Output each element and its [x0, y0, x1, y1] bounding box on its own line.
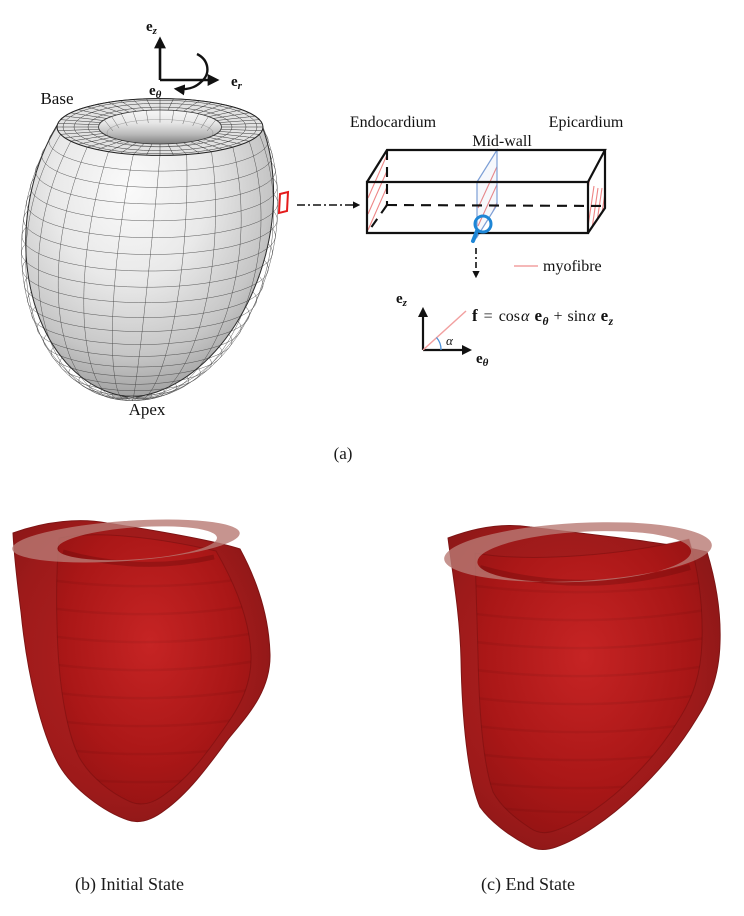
caption-c: (c) End State [481, 874, 575, 894]
fiber-ez-label: ez [396, 291, 408, 309]
heart-initial [12, 519, 271, 823]
fiber-etheta-label: eθ [476, 351, 489, 369]
mesh-ventricle [21, 98, 279, 402]
fiber-equation: f = cosα eθ + sinα ez [472, 306, 614, 328]
caption-b: (b) Initial State [75, 874, 184, 894]
heart-initial-cavity [56, 534, 252, 805]
block-edges [365, 148, 607, 235]
heart-end-rim [444, 522, 712, 586]
alpha-label: α [446, 333, 454, 348]
magnifier-icon [473, 214, 493, 234]
epicardium-label: Epicardium [549, 114, 624, 131]
midwall-label: Mid-wall [472, 133, 532, 150]
endocardium-label: Endocardium [350, 114, 437, 131]
caption-a: (a) [333, 444, 353, 463]
magnifier-handle [471, 229, 479, 243]
myofibre-label: myofibre [543, 258, 602, 275]
er-label: er [231, 74, 243, 92]
sample-element [277, 190, 290, 215]
apex-label: Apex [129, 400, 166, 419]
angle-arc [435, 337, 442, 351]
coord-axes [154, 36, 220, 96]
rotation-arrow [173, 52, 209, 96]
base-label: Base [40, 89, 73, 108]
panel-a: ez er eθ Base Apex [21, 19, 624, 419]
heart-end [444, 522, 721, 850]
etheta-label: eθ [149, 83, 162, 101]
heart-initial-rim [12, 519, 240, 567]
ez-label: ez [146, 19, 158, 37]
fiber-direction-line [422, 310, 467, 351]
fiber-axes [417, 306, 473, 356]
tissue-block [365, 147, 607, 279]
